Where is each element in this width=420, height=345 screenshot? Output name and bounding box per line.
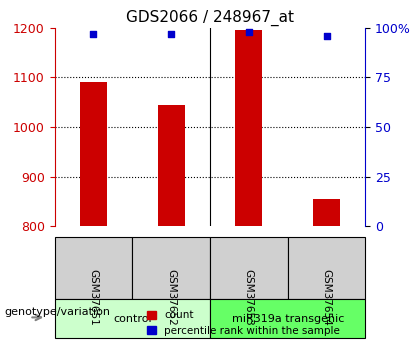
Text: miR319a transgenic: miR319a transgenic (231, 314, 344, 324)
Bar (80, 82, 107, 226)
Text: genotype/variation: genotype/variation (4, 307, 110, 317)
FancyBboxPatch shape (288, 237, 365, 299)
Text: GSM37652: GSM37652 (166, 269, 176, 326)
Text: control: control (113, 314, 152, 324)
FancyBboxPatch shape (210, 237, 288, 299)
Bar (158, 105, 185, 226)
Point (245, 29, 252, 34)
Point (90, 31, 97, 36)
FancyBboxPatch shape (210, 299, 365, 338)
Legend: count, percentile rank within the sample: count, percentile rank within the sample (143, 306, 344, 340)
FancyBboxPatch shape (132, 237, 210, 299)
Bar (235, 30, 262, 226)
Point (323, 33, 330, 38)
Title: GDS2066 / 248967_at: GDS2066 / 248967_at (126, 10, 294, 26)
Point (168, 31, 175, 36)
Text: GSM37654: GSM37654 (322, 269, 331, 326)
Bar (313, 199, 340, 226)
FancyBboxPatch shape (55, 237, 132, 299)
Text: GSM37653: GSM37653 (244, 269, 254, 326)
Text: GSM37651: GSM37651 (89, 269, 98, 326)
FancyBboxPatch shape (55, 299, 210, 338)
